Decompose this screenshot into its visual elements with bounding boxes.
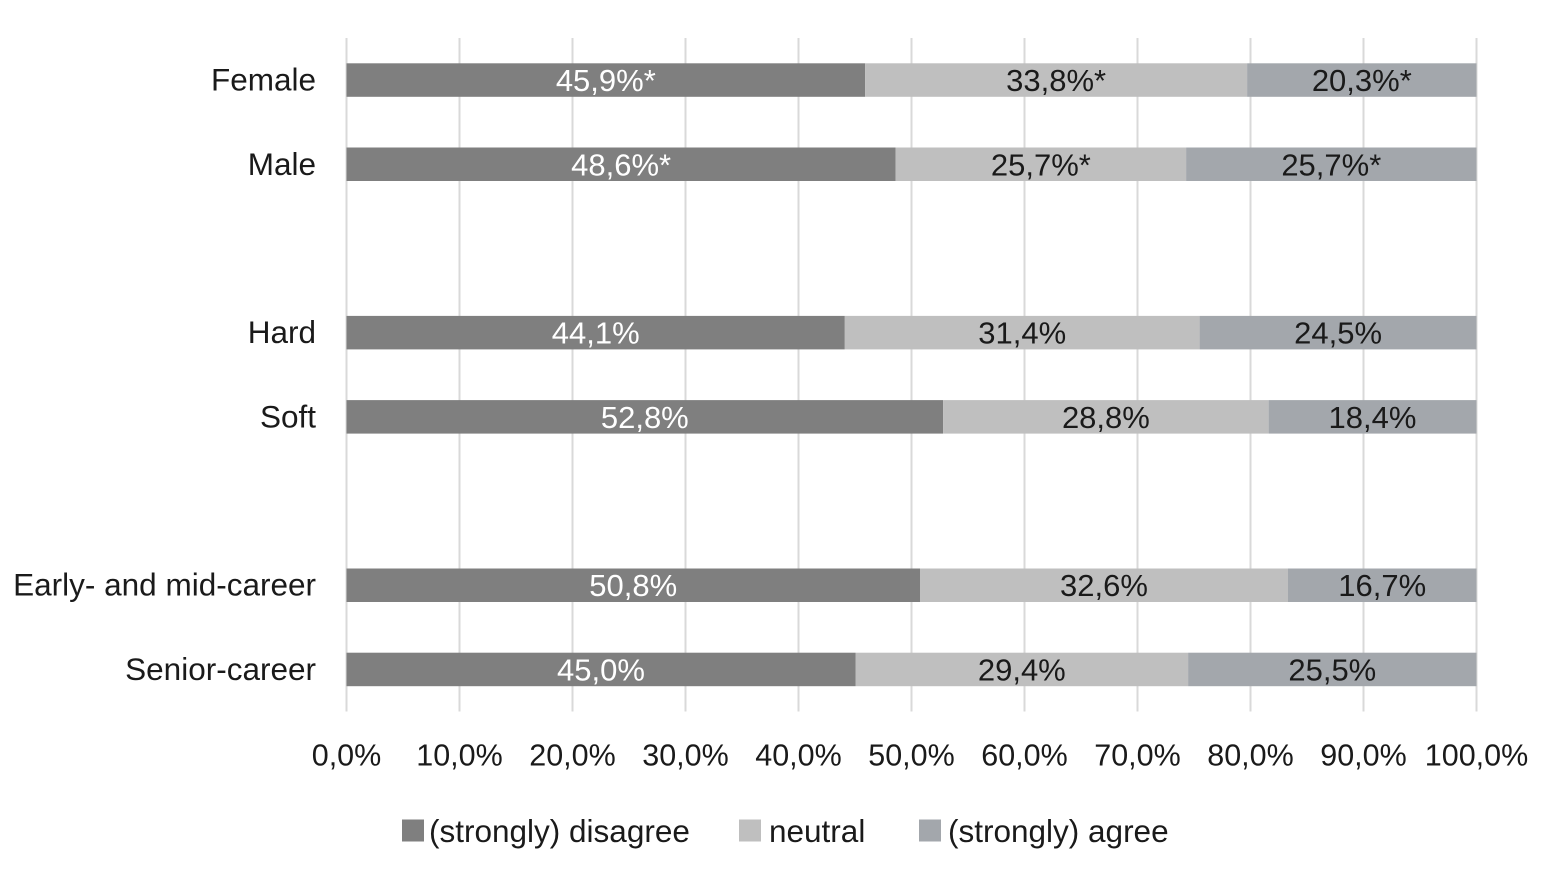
svg-text:29,4%: 29,4%	[978, 652, 1066, 687]
svg-text:(strongly) agree: (strongly) agree	[948, 813, 1169, 849]
svg-text:20,0%: 20,0%	[529, 739, 615, 773]
svg-text:100,0%: 100,0%	[1425, 739, 1528, 773]
svg-text:45,9%*: 45,9%*	[556, 63, 656, 98]
svg-text:25,7%*: 25,7%*	[1281, 147, 1381, 182]
svg-text:52,8%: 52,8%	[601, 400, 689, 435]
svg-text:20,3%*: 20,3%*	[1312, 63, 1412, 98]
svg-text:Senior-career: Senior-career	[125, 651, 316, 687]
svg-text:28,8%: 28,8%	[1062, 400, 1150, 435]
svg-text:45,0%: 45,0%	[557, 652, 645, 687]
svg-text:25,5%: 25,5%	[1288, 652, 1376, 687]
svg-text:44,1%: 44,1%	[552, 316, 640, 351]
svg-text:50,8%: 50,8%	[589, 568, 677, 603]
svg-text:80,0%: 80,0%	[1207, 739, 1293, 773]
svg-text:18,4%: 18,4%	[1329, 400, 1417, 435]
svg-text:90,0%: 90,0%	[1320, 739, 1406, 773]
svg-text:Female: Female	[211, 62, 316, 98]
svg-text:10,0%: 10,0%	[416, 739, 502, 773]
svg-text:Soft: Soft	[260, 398, 316, 434]
svg-text:31,4%: 31,4%	[978, 316, 1066, 351]
svg-text:Early- and mid-career: Early- and mid-career	[13, 567, 316, 603]
svg-text:60,0%: 60,0%	[981, 739, 1067, 773]
svg-text:32,6%: 32,6%	[1060, 568, 1148, 603]
svg-text:24,5%: 24,5%	[1294, 316, 1382, 351]
svg-text:48,6%*: 48,6%*	[571, 147, 671, 182]
svg-text:(strongly) disagree: (strongly) disagree	[429, 813, 690, 849]
svg-text:33,8%*: 33,8%*	[1006, 63, 1106, 98]
svg-text:0,0%: 0,0%	[312, 739, 382, 773]
svg-text:25,7%*: 25,7%*	[991, 147, 1091, 182]
svg-text:50,0%: 50,0%	[868, 739, 954, 773]
svg-text:Male: Male	[248, 146, 316, 182]
svg-text:30,0%: 30,0%	[642, 739, 728, 773]
svg-text:70,0%: 70,0%	[1094, 739, 1180, 773]
svg-text:Hard: Hard	[248, 314, 316, 350]
svg-text:neutral: neutral	[769, 813, 865, 849]
svg-text:16,7%: 16,7%	[1338, 568, 1426, 603]
svg-text:40,0%: 40,0%	[755, 739, 841, 773]
